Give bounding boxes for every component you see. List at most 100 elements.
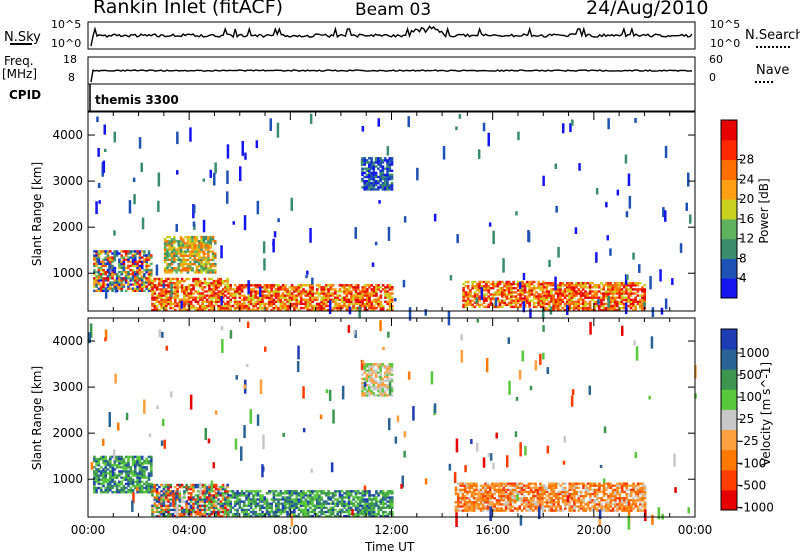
power-cell <box>195 240 199 243</box>
power-cell <box>550 298 553 301</box>
power-cell <box>570 306 574 310</box>
vel-cell <box>370 367 373 370</box>
vel-cell <box>309 496 312 499</box>
power-cell <box>313 296 317 299</box>
vel-cell <box>370 365 373 368</box>
vel-cell <box>194 500 198 503</box>
power-sparse-cell <box>488 222 492 227</box>
vel-cell <box>361 383 364 387</box>
vel-cell <box>169 512 172 516</box>
power-cell <box>552 284 555 287</box>
vel-cell <box>329 510 333 514</box>
power-cell <box>109 277 112 280</box>
vel-cell <box>377 385 380 389</box>
power-cell <box>118 275 121 278</box>
vel-cell <box>176 496 179 499</box>
power-cell <box>636 282 640 285</box>
power-sparse-cell <box>527 231 531 243</box>
power-cell <box>212 292 216 295</box>
power-cell <box>265 308 269 312</box>
power-cell <box>268 294 271 297</box>
vel-cell <box>113 482 117 486</box>
power-cell <box>559 286 562 289</box>
power-cell <box>170 260 174 264</box>
power-cell <box>622 282 626 285</box>
vel-cell <box>463 509 467 512</box>
vel-cell <box>256 492 260 495</box>
vel-cell <box>201 483 204 487</box>
vel-cell <box>345 496 349 499</box>
power-cell <box>572 284 576 287</box>
power-cell <box>183 300 186 303</box>
power-cell <box>211 262 215 266</box>
vel-cell <box>311 510 314 514</box>
power-cell <box>545 284 549 287</box>
vel-cell <box>196 500 200 503</box>
vel-cell <box>504 503 508 506</box>
power-cell <box>299 296 303 299</box>
vel-cell <box>479 497 483 500</box>
power-cell <box>254 294 257 297</box>
power-cell <box>189 306 193 310</box>
power-cell <box>134 256 137 259</box>
power-cell <box>512 301 515 304</box>
power-cell <box>163 258 167 262</box>
vel-cell <box>265 512 269 516</box>
vel-cell <box>381 504 385 507</box>
power-sparse-cell <box>651 307 655 317</box>
vel-cell <box>174 494 177 497</box>
power-cell <box>177 244 181 247</box>
vel-cell <box>150 470 153 473</box>
vel-cell <box>331 506 335 509</box>
power-sparse-cell <box>262 241 266 254</box>
vel-cell <box>461 509 465 512</box>
vel-cell <box>391 496 394 499</box>
vel-cell <box>120 466 123 469</box>
vel-cell <box>383 392 387 395</box>
vel-cell <box>368 388 371 391</box>
power-cell <box>581 288 585 291</box>
vel-cell <box>192 506 195 509</box>
power-cell <box>568 300 571 303</box>
vel-cell <box>93 480 96 483</box>
power-cell <box>462 282 465 286</box>
vel-cell <box>201 514 204 518</box>
power-cell <box>177 262 181 266</box>
power-cell <box>179 250 183 253</box>
power-cell <box>143 281 146 284</box>
vel-cell <box>498 509 501 512</box>
power-cell <box>219 306 223 310</box>
power-cell <box>270 300 273 303</box>
power-cell <box>503 289 506 292</box>
vel-cell <box>138 468 142 471</box>
power-cell <box>127 277 130 280</box>
power-cell <box>210 294 213 297</box>
power-cell <box>641 302 644 306</box>
power-cell <box>211 235 215 239</box>
power-cell <box>579 292 583 295</box>
vel-cell <box>334 490 337 493</box>
power-cell <box>315 296 319 299</box>
power-cell <box>375 290 378 293</box>
power-cell <box>363 179 366 183</box>
power-cell <box>641 296 644 299</box>
power-cell <box>466 303 470 306</box>
power-cell <box>485 285 488 288</box>
power-cell <box>315 304 319 308</box>
vel-cell <box>347 492 351 495</box>
vel-cell <box>215 485 218 489</box>
power-cell <box>106 256 110 259</box>
vel-cell <box>504 497 508 500</box>
vel-cell <box>249 498 253 501</box>
power-cell <box>97 268 101 272</box>
vel-cell <box>136 482 139 486</box>
power-cell <box>147 270 151 274</box>
power-cell <box>95 250 98 253</box>
power-cell <box>613 300 617 303</box>
power-cell <box>97 279 101 282</box>
vel-cell <box>122 486 126 490</box>
power-cell <box>238 286 242 289</box>
vel-cell <box>297 502 301 505</box>
power-cell <box>370 159 373 162</box>
power-cell <box>559 292 562 295</box>
